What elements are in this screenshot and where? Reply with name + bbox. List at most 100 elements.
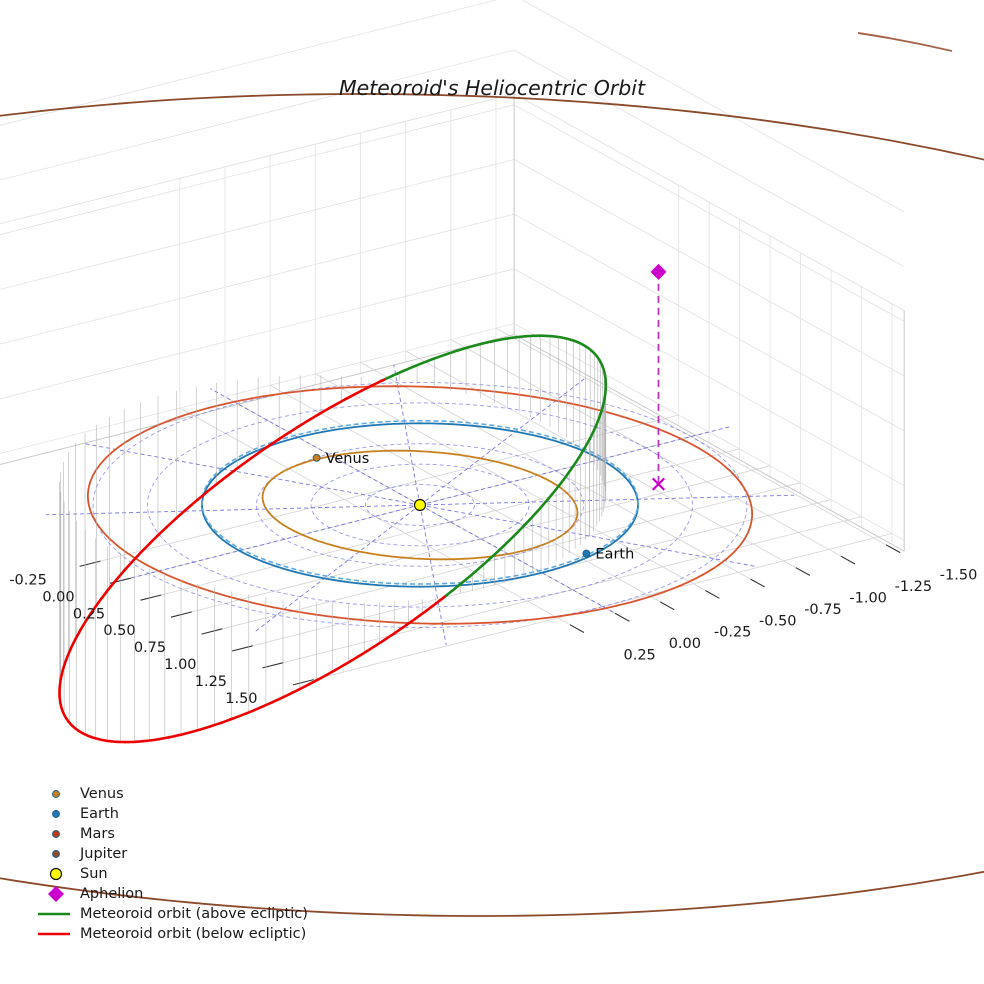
x-tick-label-1: 0.00 [42,589,74,605]
orbit-stems [59,335,607,742]
y-tick-label-4: -0.75 [804,602,842,618]
polar-grid-spoke [419,504,447,646]
y-tick-mark [659,601,675,611]
x-tick-mark [79,560,101,567]
legend-label-1: Earth [80,806,119,822]
axis-edge [513,93,905,311]
aphelion-diamond-marker [650,263,667,280]
x-tick-label-0: -0.25 [9,572,47,588]
y-tick-mark [705,590,720,599]
polar-grid-spoke [45,504,421,516]
gridline [0,323,515,454]
y-tick-mark [569,624,585,633]
gridline [513,49,905,268]
orbit-path [261,449,579,561]
y-tick-label-5: -1.00 [849,590,887,606]
gridline [0,268,515,400]
axes-edges [0,93,905,552]
axis-edge [0,93,515,225]
jupiter-orbit-fragment [857,32,953,52]
x-tick-label-2: 0.25 [73,606,105,622]
polar-grid-spoke [82,442,421,506]
earth-marker [582,549,591,558]
y-tick-label-7: -1.50 [940,568,978,584]
legend-label-7: Meteoroid orbit (below ecliptic) [80,926,306,942]
x-tick-label-5: 1.00 [164,657,196,673]
legend [38,790,70,936]
x-tick-label-3: 0.50 [103,623,135,639]
page-title: Meteoroid's Heliocentric Orbit [339,76,646,100]
y-tick-mark [795,567,811,576]
polar-grid-spoke [419,426,732,506]
gridline [513,268,905,486]
legend-earth-dot-icon [52,810,60,818]
y-tick-mark [614,612,630,622]
meteoroid-orbit-above [443,437,591,598]
earth-orbit-dashed [201,419,639,585]
legend-label-3: Jupiter [79,846,127,862]
polar-grid-spoke [419,504,630,622]
polar-grid-spoke [419,504,758,568]
polar-grid-spoke [210,388,421,506]
meteoroid-orbit-above [384,334,608,441]
legend-label-4: Sun [80,866,108,882]
sun-marker [413,498,427,512]
y-tick-mark [750,578,765,588]
legend-mars-dot-icon [52,830,60,838]
gridline [0,159,515,290]
planet-orbits [0,93,984,917]
axis-edge [513,334,905,552]
polar-grid-spoke [108,504,421,584]
y-tick-label-0: 0.25 [624,648,656,664]
legend-venus-dot-icon [52,790,60,798]
x-tick-label-6: 1.25 [195,674,227,690]
gridline [0,0,498,126]
x-tick-mark [140,594,162,601]
y-tick-label-6: -1.25 [895,579,933,595]
aphelion-projection-marker [651,477,666,491]
legend-label-5: Aphelion [80,886,143,902]
x-tick-mark [292,679,314,686]
jupiter-orbit-path [857,32,953,52]
meteoroid-orbit [58,334,608,744]
earth-label: Earth [595,547,634,563]
body-markers [312,263,667,558]
y-tick-label-2: -0.25 [714,625,752,641]
legend-jupiter-dot-icon [52,850,60,858]
axes-pane [0,334,905,698]
gridline [0,213,515,345]
orbit-path [87,385,753,625]
x-tick-mark [231,645,253,652]
polar-grid-spoke [393,364,421,506]
x-tick-mark [170,611,192,618]
legend-label-6: Meteoroid orbit (above ecliptic) [80,906,308,922]
gridline [0,104,515,236]
x-tick-label-4: 0.75 [134,640,166,656]
venus-marker [312,453,321,462]
polar-grid-spoke [419,494,795,506]
y-tick-mark [885,544,901,554]
gridline [513,159,905,377]
legend-label-0: Venus [80,786,124,802]
gridline [513,213,905,432]
legend-label-2: Mars [80,826,115,842]
axis-edge [0,334,515,465]
gridline [513,323,905,541]
venus-label: Venus [326,451,370,467]
legend-aphelion-diamond-icon [48,886,64,902]
y-tick-mark [840,555,856,565]
axis-ticks [79,544,901,686]
gridline [269,384,661,603]
gridline [521,0,905,213]
gridline [0,49,515,181]
meteoroid-orbit-below [58,377,446,744]
y-tick-label-1: 0.00 [669,636,701,652]
gridline [513,104,905,322]
y-tick-label-3: -0.50 [759,613,797,629]
orbit-path [201,422,639,588]
x-tick-label-7: 1.50 [225,691,257,707]
legend-sun-dot-icon [49,867,63,881]
